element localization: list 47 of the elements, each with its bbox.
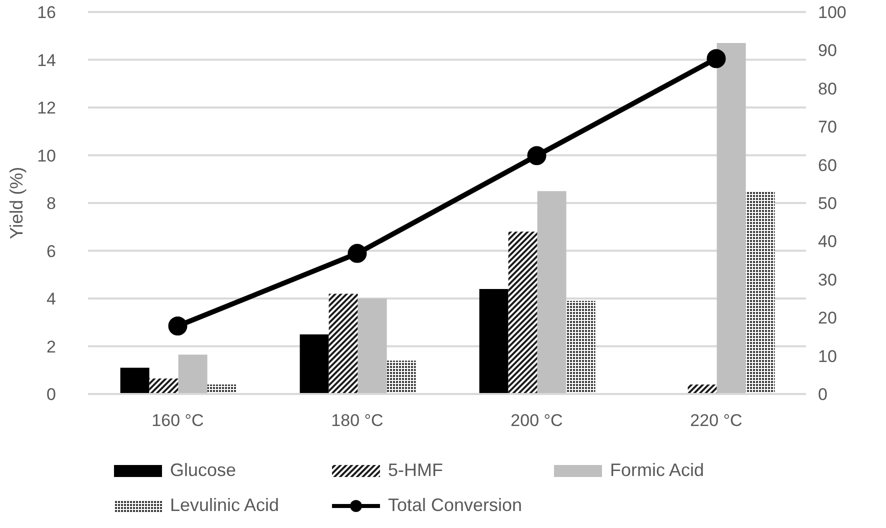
y2-tick-label: 30 <box>818 270 837 290</box>
x-tick-label: 200 °C <box>510 411 563 430</box>
y-tick-label: 8 <box>46 194 56 214</box>
y-tick-label: 4 <box>46 290 56 309</box>
y2-tick-label: 40 <box>818 232 837 252</box>
y-axis-title: Yield (%) <box>6 166 26 240</box>
x-tick-label: 160 °C <box>152 411 204 430</box>
point <box>706 49 726 68</box>
bar <box>746 191 775 394</box>
bar <box>479 288 508 394</box>
y2-tick-label: 20 <box>818 308 837 328</box>
y2-tick-label: 0 <box>818 385 828 404</box>
bar <box>508 232 538 394</box>
y2-tick-label: 80 <box>818 79 837 98</box>
bar <box>300 334 329 394</box>
y-tick-label: 16 <box>37 3 56 22</box>
y2-tick-label: 70 <box>818 118 837 137</box>
bar <box>178 354 208 394</box>
legend-label: 5-HMF <box>388 460 443 481</box>
legend-label: Levulinic Acid <box>170 495 280 516</box>
point <box>348 244 367 263</box>
point <box>168 316 188 336</box>
bar <box>120 368 150 394</box>
y2-tick-label: 90 <box>818 41 837 60</box>
bar <box>358 298 387 394</box>
y-tick-label: 14 <box>37 50 56 70</box>
x-tick-label: 180 °C <box>331 411 384 430</box>
bar <box>716 43 746 394</box>
x-tick-label: 220 °C <box>690 411 742 430</box>
legend-label: Total Conversion <box>388 495 522 516</box>
y2-tick-label: 10 <box>818 346 837 366</box>
bar <box>386 360 416 394</box>
y2-tick-label: 50 <box>818 194 837 214</box>
y-tick-label: 6 <box>46 242 56 261</box>
legend-label: Formic Acid <box>610 460 704 481</box>
bar <box>537 191 566 394</box>
bar <box>566 300 596 394</box>
legend-label: Glucose <box>170 460 236 481</box>
y-tick-label: 12 <box>37 98 56 118</box>
y2-tick-label: 100 <box>818 3 846 22</box>
y2-tick-label: 60 <box>818 156 837 175</box>
point <box>527 146 546 166</box>
y-tick-label: 2 <box>46 337 56 356</box>
y-tick-label: 10 <box>37 146 56 166</box>
y-tick-label: 0 <box>46 385 56 404</box>
bar <box>328 294 358 394</box>
bar <box>149 378 178 394</box>
